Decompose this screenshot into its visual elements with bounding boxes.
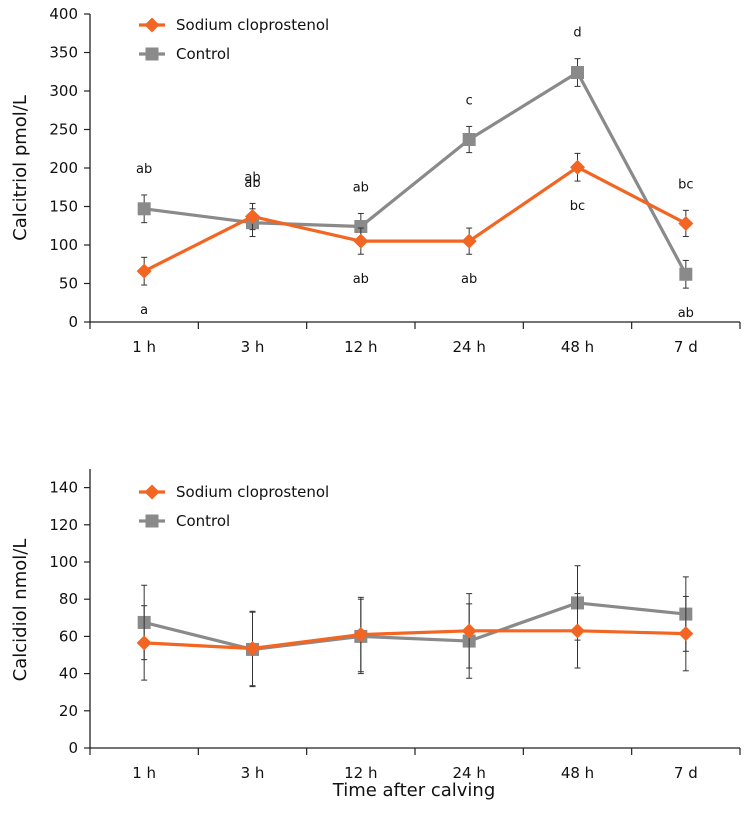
x-tick-label: 12 h xyxy=(344,338,377,356)
data-point xyxy=(678,626,694,642)
x-tick-label: 48 h xyxy=(561,764,594,782)
y-tick-label: 100 xyxy=(49,236,78,254)
y-tick-label: 100 xyxy=(49,553,78,571)
data-point xyxy=(570,623,585,639)
y-tick-label: 20 xyxy=(59,702,78,720)
legend-marker xyxy=(145,47,159,61)
significance-label: a xyxy=(140,303,148,318)
significance-label: bc xyxy=(678,177,693,192)
significance-label: ab xyxy=(678,306,694,321)
data-point xyxy=(679,267,693,281)
legend-marker xyxy=(145,514,159,528)
legend-label: Sodium cloprostenol xyxy=(176,16,329,34)
data-point xyxy=(353,627,369,643)
y-tick-label: 50 xyxy=(59,275,78,293)
y-tick-label: 0 xyxy=(68,739,78,757)
y-tick-label: 140 xyxy=(49,479,78,497)
x-tick-label: 7 d xyxy=(674,338,698,356)
data-point xyxy=(245,640,260,656)
legend-label: Sodium cloprostenol xyxy=(176,483,329,501)
x-tick-label: 7 d xyxy=(674,764,698,782)
legend-marker xyxy=(144,484,160,500)
legend-label: Control xyxy=(176,45,230,63)
calcidiol-chart: 0 20 40 60 80 100 120 140 1 h 3 h 12 h 24 h 48 h 7 d C… xyxy=(10,469,741,782)
x-tick-label: 24 h xyxy=(452,764,485,782)
data-point xyxy=(137,202,151,216)
calcitriol-chart: 0 50 100 150 200 250 300 350 400 1 h 3 h 12 h 24 h 48… xyxy=(10,5,741,356)
series-line xyxy=(143,601,686,652)
y-tick-label: 40 xyxy=(59,665,78,683)
x-axis-title: Time after calving xyxy=(332,780,496,801)
significance-label: ab xyxy=(353,272,369,287)
y-tick-label: 120 xyxy=(49,516,78,534)
data-point xyxy=(354,220,368,234)
y-tick-label: 150 xyxy=(49,198,78,216)
significance-label: bc xyxy=(570,199,585,214)
significance-label: ab xyxy=(244,170,260,185)
data-point xyxy=(462,133,476,147)
y-tick-label: 0 xyxy=(68,313,78,331)
significance-label: ab xyxy=(461,272,477,287)
x-tick-label: 24 h xyxy=(452,338,485,356)
data-point xyxy=(136,635,152,651)
data-point xyxy=(461,233,477,249)
x-tick-label: 12 h xyxy=(344,764,377,782)
legend-marker xyxy=(144,17,160,33)
y-tick-label: 60 xyxy=(59,627,78,645)
x-tick-label: 3 h xyxy=(241,338,265,356)
x-tick-label: 48 h xyxy=(561,338,594,356)
y-tick-label: 80 xyxy=(59,590,78,608)
series-line xyxy=(143,70,688,276)
significance-label: c xyxy=(466,93,473,108)
y-axis-title: Calcitriol pmol/L xyxy=(10,95,31,241)
data-point xyxy=(245,209,260,225)
significance-label: ab xyxy=(136,162,152,177)
data-point xyxy=(571,66,584,80)
x-tick-label: 1 h xyxy=(132,764,156,782)
data-point xyxy=(570,159,585,175)
series-line xyxy=(144,629,686,651)
y-tick-label: 200 xyxy=(49,159,78,177)
series-line xyxy=(143,165,687,273)
data-point xyxy=(353,233,369,249)
significance-label: ab xyxy=(244,176,260,191)
y-tick-label: 300 xyxy=(49,82,78,100)
y-axis-title: Calcidiol nmol/L xyxy=(10,539,31,682)
data-point xyxy=(136,263,152,279)
legend-label: Control xyxy=(176,512,230,530)
data-point xyxy=(678,215,694,231)
significance-label: d xyxy=(573,26,581,41)
data-point xyxy=(461,623,477,639)
y-tick-label: 350 xyxy=(49,44,78,62)
x-tick-label: 1 h xyxy=(132,338,156,356)
significance-label: ab xyxy=(353,180,369,195)
x-tick-label: 3 h xyxy=(241,764,265,782)
y-tick-label: 250 xyxy=(49,121,78,139)
y-tick-label: 400 xyxy=(49,5,78,23)
